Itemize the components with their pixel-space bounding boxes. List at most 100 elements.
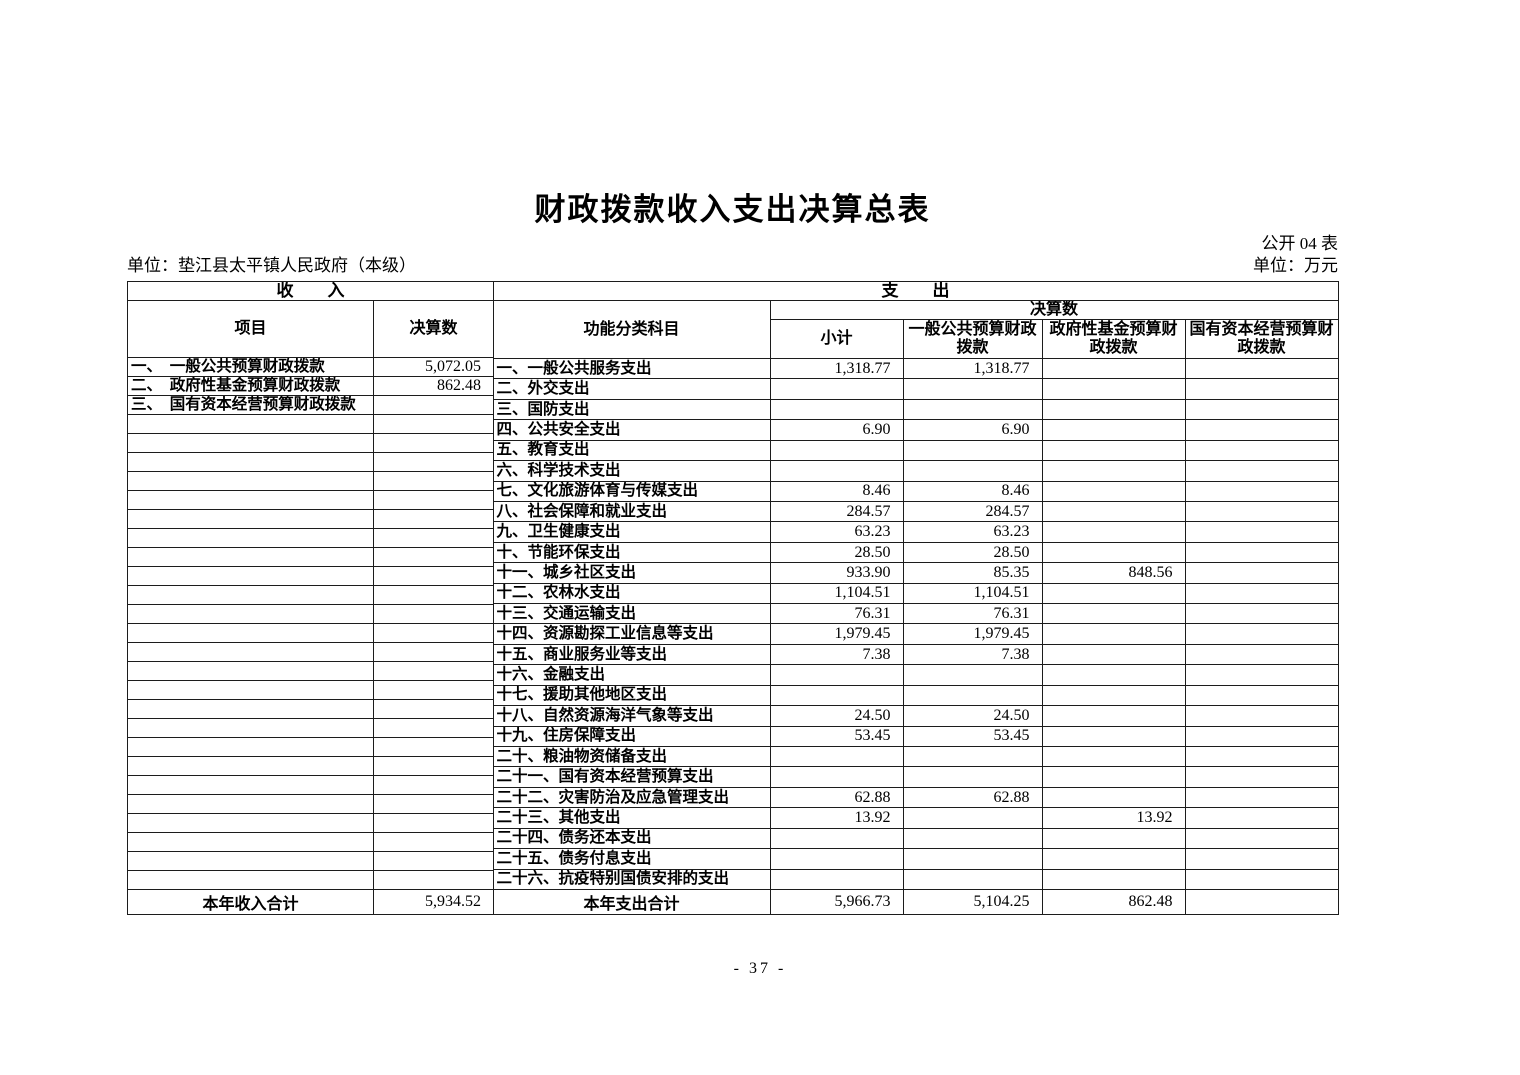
expense-subtotal-cell: 13.92 — [769, 807, 904, 829]
income-row: 一、 一般公共预算财政拨款 5,072.05 — [127, 357, 494, 377]
income-amount-cell: 5,072.05 — [373, 357, 494, 377]
expense-gov-fund-cell — [1041, 725, 1186, 748]
page-number: - 37 - — [733, 960, 787, 977]
expense-gov-fund-cell — [1041, 480, 1186, 502]
income-total-label: 本年收入合计 — [127, 888, 374, 915]
income-empty-row — [127, 850, 494, 871]
expense-subtotal-cell — [769, 746, 904, 768]
income-amount-cell — [373, 413, 494, 434]
income-item-cell — [127, 489, 374, 510]
expense-total-label: 本年支出合计 — [492, 888, 771, 915]
expense-general-cell: 28.50 — [902, 541, 1043, 564]
expense-item-cell: 二十、粮油物资储备支出 — [492, 746, 771, 768]
expense-subtotal-cell — [769, 664, 904, 686]
expense-state-capital-cell — [1184, 500, 1339, 523]
income-empty-row — [127, 660, 494, 681]
expense-general-cell: 85.35 — [902, 562, 1043, 584]
expense-item-cell: 四、公共安全支出 — [492, 419, 771, 441]
expense-item-cell: 七、文化旅游体育与传媒支出 — [492, 480, 771, 502]
expense-state-capital-cell — [1184, 603, 1339, 625]
expense-row: 十一、城乡社区支出 933.90 85.35 848.56 — [492, 562, 1339, 584]
income-amount-cell — [373, 584, 494, 605]
expense-row: 二、外交支出 — [492, 378, 1339, 400]
expense-subtotal-cell — [769, 848, 904, 870]
expense-state-capital-cell — [1184, 378, 1339, 400]
income-empty-row — [127, 736, 494, 757]
expense-state-capital-cell — [1184, 419, 1339, 441]
expense-gov-fund-cell — [1041, 521, 1186, 543]
income-total-row: 本年收入合计 5,934.52 — [127, 888, 494, 915]
expense-state-capital-cell — [1184, 521, 1339, 543]
expense-table: 支 出 功能分类科目 决算数 小计 一般公共预算财政拨款 政府性基金预算财政拨款… — [492, 281, 1339, 915]
expense-row: 二十五、债务付息支出 — [492, 848, 1339, 870]
income-amount-cell — [373, 755, 494, 776]
expense-gov-fund-column-header: 政府性基金预算财政拨款 — [1041, 319, 1186, 359]
expense-item-cell: 二十五、债务付息支出 — [492, 848, 771, 870]
income-amount-cell — [373, 451, 494, 472]
income-item-cell — [127, 831, 374, 852]
income-amount-cell — [373, 489, 494, 510]
income-item-cell: 三、 国有资本经营预算财政拨款 — [127, 394, 374, 415]
expense-general-cell — [902, 684, 1043, 707]
expense-item-cell: 二十一、国有资本经营预算支出 — [492, 766, 771, 788]
expense-item-cell: 二十三、其他支出 — [492, 807, 771, 829]
income-empty-row — [127, 622, 494, 643]
expense-gov-fund-cell — [1041, 357, 1186, 380]
income-amount-cell — [373, 470, 494, 491]
income-item-cell — [127, 546, 374, 567]
expense-item-cell: 三、国防支出 — [492, 398, 771, 421]
expense-gov-fund-cell — [1041, 500, 1186, 523]
expense-general-cell — [902, 439, 1043, 462]
expense-subject-column-header: 功能分类科目 — [492, 300, 771, 359]
income-column-header-row: 项目 决算数 — [127, 300, 494, 358]
income-item-cell — [127, 451, 374, 472]
expense-row: 二十四、债务还本支出 — [492, 827, 1339, 850]
expense-subtotal-cell — [769, 766, 904, 788]
expense-state-capital-column-header: 国有资本经营预算财政拨款 — [1184, 319, 1339, 359]
income-item-cell — [127, 698, 374, 719]
expense-item-cell: 十二、农林水支出 — [492, 582, 771, 605]
income-item-cell — [127, 584, 374, 605]
expense-gov-fund-cell — [1041, 439, 1186, 462]
expense-row: 二十三、其他支出 13.92 13.92 — [492, 807, 1339, 829]
expense-subtotal-cell — [769, 378, 904, 400]
page-title: 财政拨款收入支出决算总表 — [534, 192, 931, 227]
income-amount-column-header: 决算数 — [373, 300, 494, 358]
expense-group-header-row: 功能分类科目 决算数 — [492, 300, 1339, 359]
expense-general-cell: 284.57 — [902, 500, 1043, 523]
expense-row: 十五、商业服务业等支出 7.38 7.38 — [492, 643, 1339, 666]
expense-gov-fund-cell — [1041, 460, 1186, 482]
income-item-cell — [127, 470, 374, 491]
expense-item-cell: 十四、资源勘探工业信息等支出 — [492, 623, 771, 645]
expense-item-cell: 五、教育支出 — [492, 439, 771, 462]
expense-subtotal-cell: 24.50 — [769, 705, 904, 727]
expense-subtotal-cell: 62.88 — [769, 786, 904, 809]
income-table: 收 入 项目 决算数 一、 一般公共预算财政拨款 5,072.05 二、 政府性基金… — [127, 281, 494, 915]
expense-state-capital-cell — [1184, 684, 1339, 707]
expense-gov-fund-cell — [1041, 643, 1186, 666]
expense-subtotal-cell: 53.45 — [769, 725, 904, 748]
income-total-amount: 5,934.52 — [373, 888, 494, 915]
expense-general-cell — [902, 766, 1043, 788]
expense-gov-fund-cell — [1041, 398, 1186, 421]
expense-gov-fund-cell — [1041, 684, 1186, 707]
expense-general-cell: 76.31 — [902, 603, 1043, 625]
expense-gov-fund-cell: 13.92 — [1041, 807, 1186, 829]
expense-row: 十七、援助其他地区支出 — [492, 684, 1339, 707]
expense-general-cell — [902, 746, 1043, 768]
expense-general-cell — [902, 848, 1043, 870]
expense-subtotal-cell: 6.90 — [769, 419, 904, 441]
expense-item-cell: 十八、自然资源海洋气象等支出 — [492, 705, 771, 727]
expense-item-cell: 二、外交支出 — [492, 378, 771, 400]
expense-state-capital-cell — [1184, 848, 1339, 870]
expense-total-state-capital — [1184, 888, 1339, 915]
expense-state-capital-cell — [1184, 807, 1339, 829]
income-item-cell — [127, 432, 374, 453]
expense-section-header-row: 支 出 — [492, 281, 1339, 301]
expense-gov-fund-cell — [1041, 664, 1186, 686]
expense-total-gov-fund: 862.48 — [1041, 888, 1186, 915]
income-item-cell — [127, 869, 374, 890]
expense-gov-fund-cell — [1041, 766, 1186, 788]
expense-state-capital-cell — [1184, 480, 1339, 502]
income-empty-row — [127, 527, 494, 548]
